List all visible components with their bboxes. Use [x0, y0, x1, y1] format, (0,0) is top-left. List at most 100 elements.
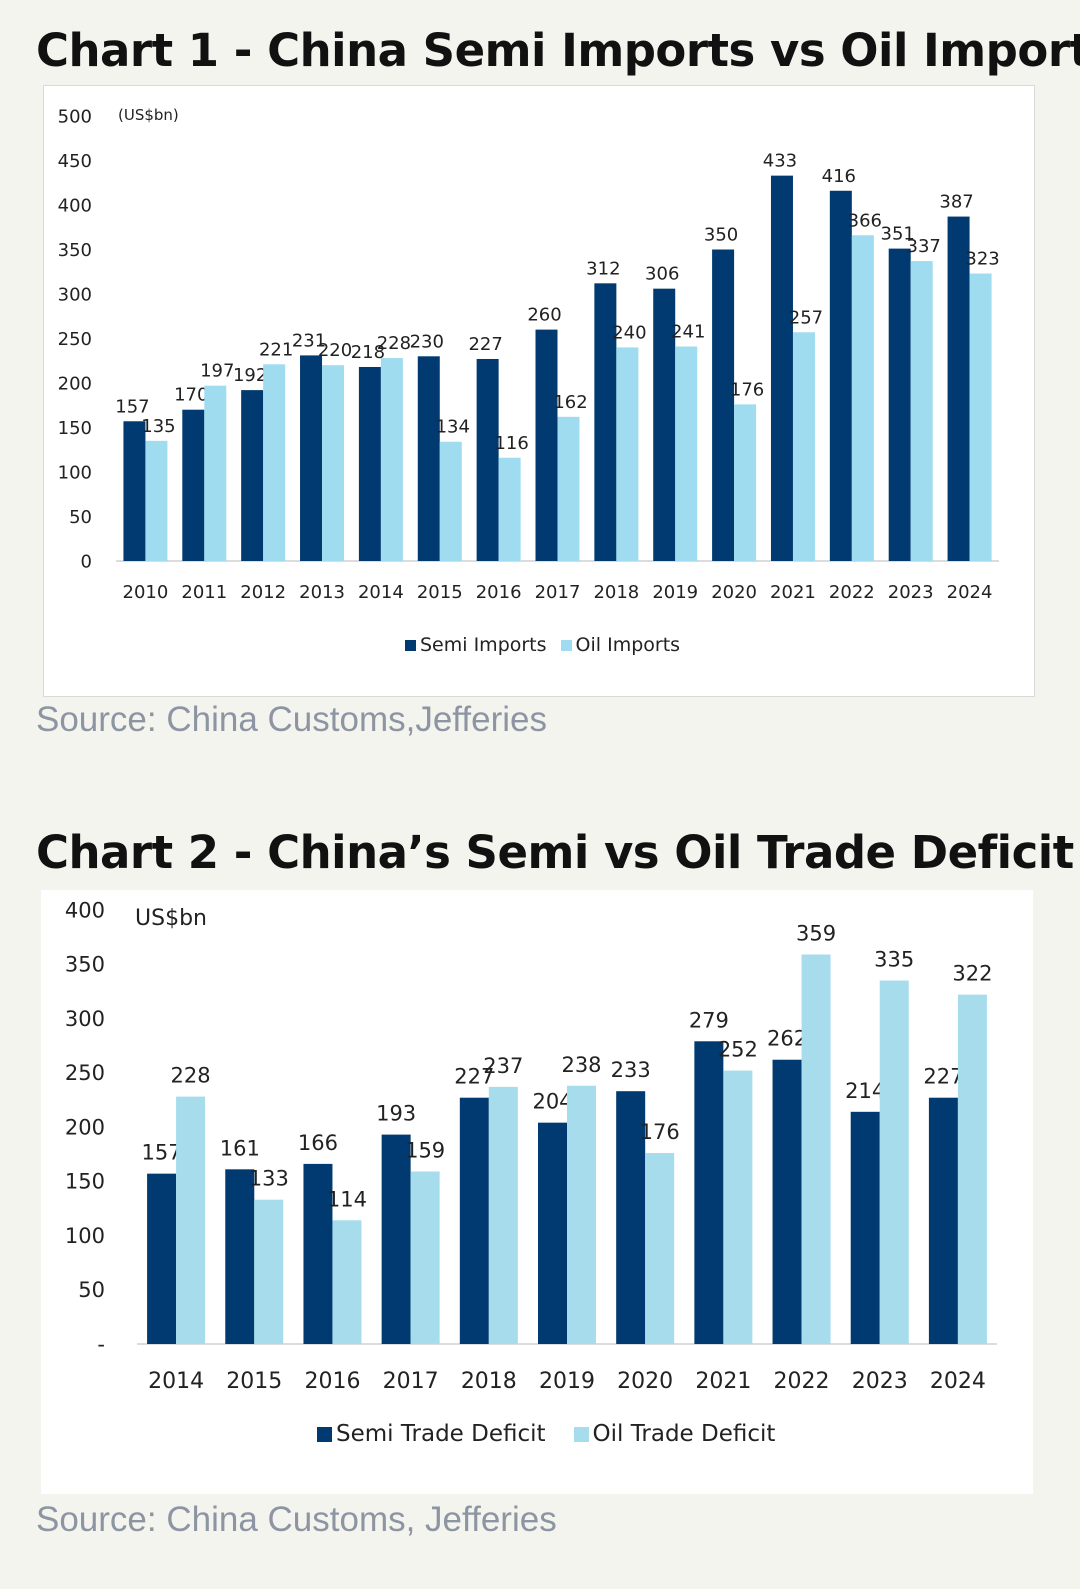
chart-1-source: Source: China Customs,Jefferies: [36, 700, 547, 739]
data-label-oil-imports-2011: 197: [200, 361, 234, 382]
data-label-semi-imports-2013: 231: [292, 330, 326, 351]
data-label-oil-imports-2010: 135: [141, 416, 175, 437]
data-label-semi-trade-deficit-2018: 227: [454, 1065, 494, 1089]
y-tick-label: -: [97, 1332, 105, 1356]
data-label-oil-imports-2017: 162: [553, 392, 587, 413]
x-tick-label: 2020: [617, 1369, 673, 1394]
data-label-oil-trade-deficit-2016: 114: [327, 1187, 367, 1211]
x-tick-label: 2020: [711, 582, 757, 603]
bar-semi-imports-2021: [770, 175, 793, 561]
bar-oil-trade-deficit-2014: [176, 1096, 206, 1344]
bar-semi-trade-deficit-2019: [538, 1122, 567, 1344]
y-tick-label: 300: [58, 284, 92, 305]
data-label-oil-imports-2024: 323: [965, 249, 999, 270]
data-label-oil-imports-2019: 241: [671, 322, 705, 343]
legend-item-oil-imports: Oil Imports: [560, 634, 681, 656]
x-tick-label: 2019: [539, 1369, 595, 1394]
data-label-semi-imports-2022: 416: [822, 166, 856, 187]
bar-semi-trade-deficit-2017: [381, 1134, 411, 1344]
bar-semi-trade-deficit-2023: [850, 1111, 880, 1344]
bar-oil-trade-deficit-2020: [645, 1153, 675, 1344]
legend-swatch-semi-trade-deficit: [317, 1426, 332, 1442]
legend-swatch-semi-imports: [405, 639, 416, 651]
bar-semi-imports-2015: [417, 356, 440, 561]
y-tick-label: 250: [65, 1061, 105, 1085]
data-label-oil-imports-2018: 240: [612, 322, 646, 343]
chart-1-title: Chart 1 - China Semi Imports vs Oil Impo…: [36, 24, 1080, 77]
bar-semi-trade-deficit-2021: [694, 1041, 724, 1344]
bar-semi-trade-deficit-2024: [928, 1097, 958, 1344]
data-label-oil-trade-deficit-2015: 133: [249, 1167, 289, 1191]
y-tick-label: 200: [65, 1115, 105, 1139]
y-tick-label: 350: [65, 953, 105, 977]
bar-semi-imports-2011: [182, 409, 205, 561]
data-label-oil-trade-deficit-2020: 176: [640, 1120, 680, 1144]
bar-semi-imports-2016: [476, 358, 499, 561]
x-tick-label: 2016: [304, 1369, 360, 1394]
data-label-oil-imports-2023: 337: [907, 236, 941, 257]
legend-item-semi-imports: Semi Imports: [405, 634, 547, 656]
x-tick-label: 2022: [829, 582, 875, 603]
bar-oil-imports-2019: [675, 346, 698, 561]
data-label-oil-trade-deficit-2021: 252: [718, 1038, 758, 1062]
bar-oil-imports-2018: [616, 347, 639, 561]
bar-semi-imports-2018: [594, 283, 617, 561]
y-tick-label: 50: [69, 507, 92, 528]
bar-semi-trade-deficit-2014: [147, 1173, 177, 1344]
x-tick-label: 2022: [774, 1369, 830, 1394]
bar-oil-trade-deficit-2016: [332, 1220, 362, 1344]
bar-oil-imports-2024: [969, 273, 992, 561]
chart-2-panel: - 50 100 150 200 250 300 350 400 157 228 2014 161 133…: [41, 890, 1033, 1494]
x-tick-label: 2015: [417, 582, 463, 603]
chart-1-legend: Semi Imports Oil Imports: [405, 634, 680, 656]
y-tick-label: 500: [58, 106, 92, 127]
legend-item-oil-trade-deficit: Oil Trade Deficit: [573, 1421, 776, 1447]
bar-semi-imports-2022: [829, 190, 852, 561]
chart-2-unit-label: US$bn: [135, 906, 207, 931]
data-label-semi-trade-deficit-2014: 157: [142, 1141, 182, 1165]
data-label-oil-trade-deficit-2023: 335: [874, 948, 914, 972]
data-label-semi-imports-2019: 306: [645, 264, 679, 285]
bar-semi-imports-2020: [712, 249, 735, 561]
data-label-oil-trade-deficit-2024: 322: [952, 962, 992, 986]
data-label-semi-trade-deficit-2019: 204: [532, 1090, 572, 1114]
bar-oil-imports-2016: [498, 457, 521, 561]
data-label-oil-imports-2013: 220: [318, 340, 352, 361]
data-label-semi-trade-deficit-2024: 227: [923, 1065, 963, 1089]
bar-oil-imports-2020: [734, 404, 757, 561]
bar-oil-trade-deficit-2017: [410, 1171, 440, 1344]
legend-label-oil-imports: Oil Imports: [575, 634, 681, 656]
data-label-semi-imports-2020: 350: [704, 225, 738, 246]
y-tick-label: 150: [65, 1170, 105, 1194]
chart-2-plot: - 50 100 150 200 250 300 350 400 157 228 2014 161 133…: [65, 898, 997, 1394]
chart-2-source: Source: China Customs, Jefferies: [36, 1500, 557, 1539]
bar-semi-imports-2017: [535, 329, 558, 561]
bar-semi-imports-2023: [888, 248, 911, 562]
legend-label-oil-trade-deficit: Oil Trade Deficit: [592, 1421, 776, 1447]
data-label-oil-imports-2021: 257: [789, 307, 823, 328]
data-label-semi-trade-deficit-2017: 193: [376, 1102, 416, 1126]
y-tick-label: 200: [58, 373, 92, 394]
data-label-semi-imports-2024: 387: [939, 192, 973, 213]
x-tick-label: 2024: [947, 582, 993, 603]
bar-oil-trade-deficit-2023: [879, 980, 909, 1344]
bar-semi-trade-deficit-2020: [616, 1091, 646, 1344]
data-label-semi-imports-2023: 351: [881, 224, 915, 245]
data-label-oil-imports-2022: 366: [848, 210, 882, 231]
data-label-oil-imports-2020: 176: [730, 379, 764, 400]
x-tick-label: 2018: [461, 1369, 517, 1394]
x-tick-label: 2013: [299, 582, 345, 603]
data-label-semi-imports-2018: 312: [586, 258, 620, 279]
legend-swatch-oil-trade-deficit: [573, 1426, 589, 1442]
bar-semi-imports-2012: [241, 390, 264, 561]
x-tick-label: 2021: [695, 1369, 751, 1394]
data-label-semi-trade-deficit-2023: 214: [845, 1079, 885, 1103]
x-tick-label: 2014: [358, 582, 404, 603]
legend-label-semi-trade-deficit: Semi Trade Deficit: [336, 1421, 546, 1447]
bar-semi-trade-deficit-2016: [303, 1163, 333, 1344]
bar-oil-imports-2021: [792, 332, 815, 561]
data-label-semi-imports-2012: 192: [233, 365, 267, 386]
bar-oil-imports-2022: [851, 235, 874, 561]
bar-oil-imports-2023: [910, 261, 933, 561]
